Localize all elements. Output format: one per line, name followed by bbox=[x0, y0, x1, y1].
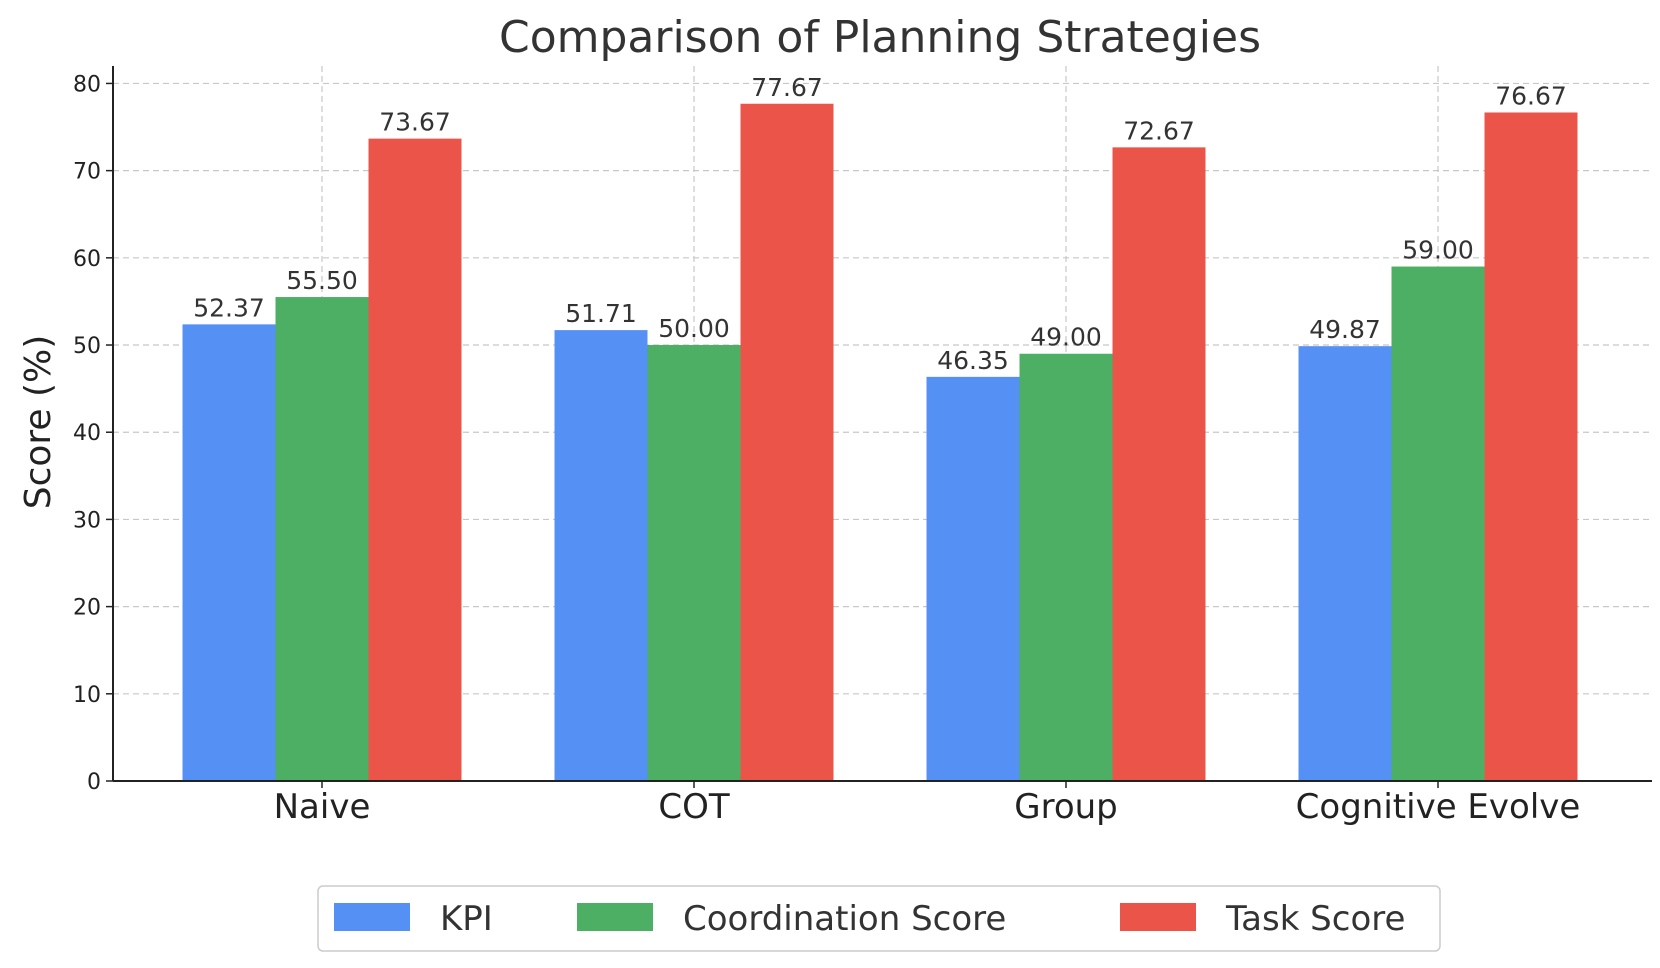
bar-task-score bbox=[368, 138, 462, 781]
x-tick-label: COT bbox=[658, 787, 730, 827]
bar-kpi bbox=[1298, 346, 1392, 781]
value-label: 72.67 bbox=[1123, 116, 1195, 145]
y-tick-label: 20 bbox=[73, 596, 101, 621]
y-axis-label: Score (%) bbox=[18, 335, 59, 510]
legend-swatch-kpi bbox=[334, 903, 410, 931]
y-tick-label: 10 bbox=[73, 683, 101, 708]
bar-coordination-score bbox=[1391, 266, 1485, 781]
value-label: 77.67 bbox=[751, 73, 823, 102]
y-tick-label: 80 bbox=[73, 72, 101, 97]
bar-task-score bbox=[1484, 112, 1578, 782]
legend-label: KPI bbox=[440, 899, 493, 939]
x-tick-label: Cognitive Evolve bbox=[1296, 787, 1581, 827]
bar-kpi bbox=[926, 376, 1020, 781]
bar-task-score bbox=[1112, 147, 1206, 782]
bar-coordination-score bbox=[275, 297, 369, 781]
y-tick-label: 30 bbox=[73, 508, 101, 533]
bar-kpi bbox=[554, 330, 648, 781]
y-tick-label: 40 bbox=[73, 421, 101, 446]
y-tick-label: 60 bbox=[73, 247, 101, 272]
value-label: 51.71 bbox=[565, 299, 637, 328]
bar-coordination-score bbox=[647, 345, 741, 781]
legend-swatch-coordination-score bbox=[577, 903, 653, 931]
legend-label: Coordination Score bbox=[683, 899, 1006, 939]
value-label: 50.00 bbox=[658, 314, 730, 343]
value-labels-layer: 52.37 51.71 46.35 49.87 55.50 50.00 49.00 59.00… bbox=[193, 73, 1567, 375]
y-tick-label: 50 bbox=[73, 334, 101, 359]
bar-kpi bbox=[182, 324, 276, 781]
x-tick-label: Group bbox=[1014, 787, 1118, 827]
value-label: 46.35 bbox=[937, 346, 1009, 375]
y-tick-label: 0 bbox=[87, 770, 101, 795]
legend-label: Task Score bbox=[1225, 899, 1405, 939]
value-label: 52.37 bbox=[193, 293, 265, 322]
value-label: 76.67 bbox=[1495, 81, 1567, 110]
value-label: 55.50 bbox=[286, 266, 358, 295]
legend-swatch-task-score bbox=[1120, 903, 1196, 931]
axes-layer: 0 10 20 30 40 50 60 70 80 Naive COT Group Cognitive … bbox=[73, 66, 1652, 827]
value-label: 49.87 bbox=[1309, 315, 1381, 344]
value-label: 59.00 bbox=[1402, 236, 1474, 265]
value-label: 73.67 bbox=[379, 108, 451, 137]
bar-coordination-score bbox=[1019, 353, 1113, 781]
bars-layer bbox=[182, 103, 1578, 782]
legend: KPI Coordination Score Task Score bbox=[317, 885, 1441, 952]
legend-frame bbox=[317, 885, 1441, 952]
value-label: 49.00 bbox=[1030, 323, 1102, 352]
chart-title: Comparison of Planning Strategies bbox=[499, 12, 1261, 63]
y-tick-label: 70 bbox=[73, 160, 101, 185]
bar-task-score bbox=[740, 103, 834, 781]
x-tick-label: Naive bbox=[274, 787, 371, 827]
